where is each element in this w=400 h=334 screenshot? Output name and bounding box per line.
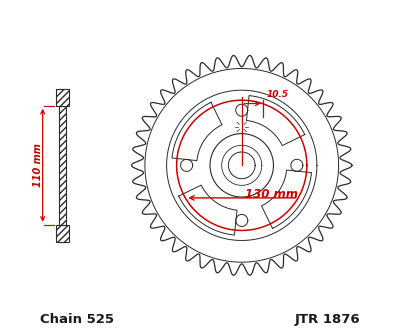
Text: Chain 525: Chain 525 <box>40 313 114 326</box>
Bar <box>56 89 69 106</box>
Text: 10.5: 10.5 <box>267 90 289 99</box>
Text: 110 mm: 110 mm <box>33 143 43 187</box>
Bar <box>59 89 66 242</box>
Text: JTR 1876: JTR 1876 <box>295 313 360 326</box>
Bar <box>56 89 69 106</box>
Text: 130 mm: 130 mm <box>245 188 298 201</box>
Bar <box>56 225 69 242</box>
Bar <box>59 89 66 242</box>
Bar <box>56 225 69 242</box>
